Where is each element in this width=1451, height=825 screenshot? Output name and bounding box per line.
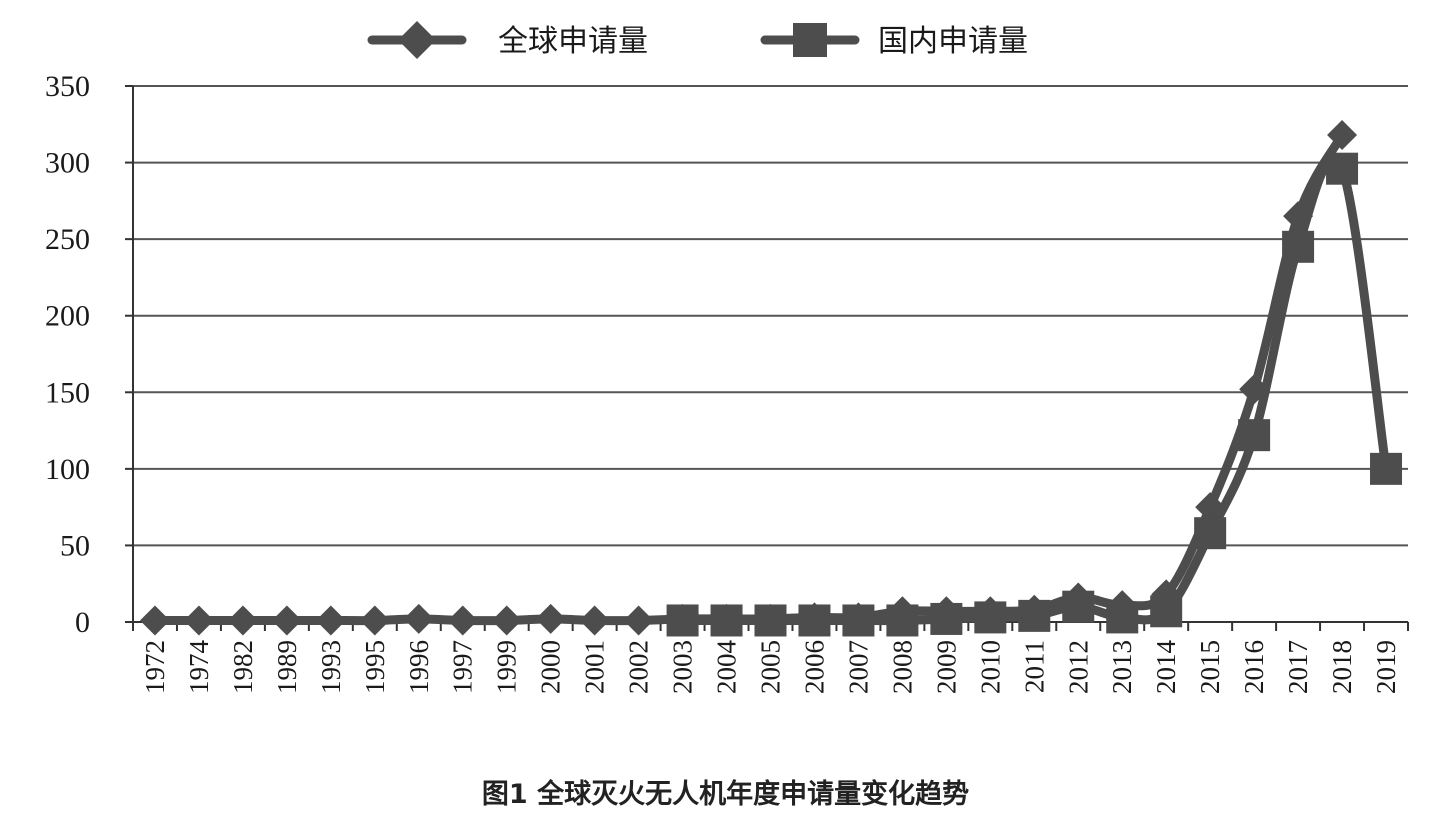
x-tick-label: 2017 (1283, 640, 1313, 694)
y-tick-label: 50 (60, 529, 90, 562)
x-tick-label: 1999 (492, 640, 522, 694)
diamond-point (183, 605, 214, 636)
diamond-point (1327, 120, 1358, 151)
y-tick-label: 150 (45, 376, 90, 409)
figure-caption: 图1 全球灭火无人机年度申请量变化趋势 (481, 779, 970, 810)
series-1 (139, 120, 1358, 636)
square-point (974, 601, 1007, 634)
square-point (1150, 595, 1183, 628)
x-tick-label: 2012 (1063, 640, 1093, 694)
x-tick-label: 2015 (1195, 640, 1225, 694)
legend-label: 国内申请量 (878, 24, 1028, 59)
diamond-point (1195, 492, 1226, 523)
square-point (1194, 517, 1227, 550)
diamond-point (579, 605, 610, 636)
square-point (1326, 152, 1359, 185)
x-tick-label: 2008 (887, 640, 917, 694)
x-tick-label: 1982 (228, 640, 258, 694)
x-tick-label: 1993 (316, 640, 346, 694)
x-tick-label: 2013 (1107, 640, 1137, 694)
x-tick-label: 1995 (360, 640, 390, 694)
x-tick-label: 1996 (404, 640, 434, 694)
legend-item-2: 国内申请量 (760, 23, 1028, 59)
square-point (886, 604, 919, 637)
square-point (754, 604, 787, 637)
y-tick-label: 0 (75, 606, 90, 639)
x-tick-label: 2016 (1239, 640, 1269, 694)
x-tick-label: 1989 (272, 640, 302, 694)
y-axis-ticks: 0 50 100 150 200 250 300 350 (45, 70, 133, 639)
legend-square-icon (793, 23, 827, 57)
diamond-point (315, 605, 346, 636)
square-point (1238, 419, 1271, 452)
x-tick-label: 1974 (184, 640, 214, 695)
x-tick-label: 2019 (1371, 640, 1401, 694)
x-tick-label: 2005 (756, 640, 786, 694)
x-tick-label: 2006 (799, 640, 829, 694)
y-tick-label: 100 (45, 453, 90, 486)
legend-item-1: 全球申请量 (367, 21, 648, 59)
diamond-point (491, 605, 522, 636)
series-line (150, 130, 1347, 626)
series-layer (139, 120, 1403, 637)
diamond-point (447, 605, 478, 636)
y-tick-label: 250 (45, 223, 90, 256)
square-point (930, 602, 963, 635)
square-point (666, 604, 699, 637)
x-tick-label: 2018 (1327, 640, 1357, 694)
x-tick-label: 2007 (843, 640, 873, 694)
square-point (710, 604, 743, 637)
square-point (798, 604, 831, 637)
series-line (678, 154, 1391, 626)
x-tick-label: 2001 (580, 640, 610, 694)
y-tick-label: 200 (45, 300, 90, 333)
x-tick-label: 1972 (140, 640, 170, 694)
grid-lines (133, 85, 1408, 547)
series-2 (666, 152, 1403, 637)
x-tick-label: 2000 (536, 640, 566, 694)
x-tick-label: 2010 (975, 640, 1005, 694)
legend-diamond-icon (398, 21, 436, 59)
square-point (842, 604, 875, 637)
y-tick-label: 300 (45, 147, 90, 180)
x-tick-label: 2011 (1019, 640, 1049, 693)
legend-label: 全球申请量 (498, 24, 648, 59)
diamond-point (403, 603, 434, 634)
diamond-point (271, 605, 302, 636)
x-tick-label: 2004 (712, 640, 742, 695)
diamond-point (535, 603, 566, 634)
square-point (1370, 452, 1403, 485)
diamond-point (227, 605, 258, 636)
square-point (1282, 230, 1315, 263)
square-point (1106, 601, 1139, 634)
square-point (1018, 599, 1051, 632)
legend: 全球申请量 国内申请量 (367, 21, 1028, 59)
x-tick-label: 2009 (931, 640, 961, 694)
x-tick-label: 2003 (668, 640, 698, 694)
x-tick-label: 2014 (1151, 640, 1181, 695)
y-tick-label: 350 (45, 70, 90, 103)
diamond-point (359, 605, 390, 636)
x-tick-label: 2002 (624, 640, 654, 694)
square-point (1062, 590, 1095, 623)
diamond-point (139, 605, 170, 636)
diamond-point (623, 605, 654, 636)
x-axis-ticks: 1972 1974 1982 1989 1993 1995 1996 1997 1999 2000… (132, 622, 1409, 695)
x-tick-label: 1997 (448, 640, 478, 694)
